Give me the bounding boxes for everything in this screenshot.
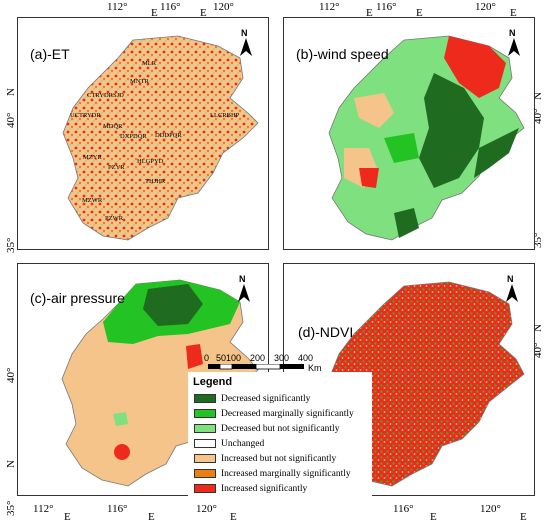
north-arrow-a: N <box>238 28 254 58</box>
panel-c-air-pressure: (c)-air pressure N <box>17 263 269 496</box>
north-arrow-d: N <box>504 274 520 304</box>
lon-e-112-top: E <box>151 7 158 19</box>
lat-n-left-bottom: N <box>5 460 17 468</box>
lon-label-112-top-r: 112° <box>319 1 340 13</box>
lon-e-116-bottom: E <box>148 511 155 523</box>
scale-tick-0: 0 <box>204 353 210 363</box>
lat-label-35-left-c: 35° <box>5 500 17 516</box>
north-arrow-b: N <box>506 28 522 58</box>
lon-label-120-top-r: 120° <box>475 1 496 13</box>
region-label-mzwr: MZWR <box>82 197 103 204</box>
region-label-dxpdqr: DXPDQR <box>120 133 147 140</box>
lon-label-116-top-r: 116° <box>376 1 397 13</box>
lon-e-120-bottom-r: E <box>520 511 527 523</box>
lon-e-112-bottom: E <box>64 511 71 523</box>
lon-label-112-bottom: 112° <box>33 503 54 515</box>
panel-b-title: (b)-wind speed <box>296 46 389 62</box>
region-label-ctrydrsjd: CTRYDRSJD <box>87 92 124 99</box>
lat-label-35-left: 35° <box>5 237 17 253</box>
lon-label-120-bottom: 120° <box>196 503 217 515</box>
scale-bar-graphic <box>208 364 304 370</box>
lon-label-116-bottom: 116° <box>107 503 128 515</box>
legend-swatch <box>194 424 216 433</box>
legend-swatch <box>194 469 216 478</box>
scale-tick-100: 100 <box>226 353 242 363</box>
lat-label-40-left: 40° <box>5 112 17 128</box>
map-d-ndvi <box>328 281 525 487</box>
lon-label-120-bottom-r: 120° <box>480 503 501 515</box>
lon-label-116-bottom-r: 116° <box>393 503 414 515</box>
lat-n-left-top: N <box>5 88 17 96</box>
map-a-et <box>62 35 259 241</box>
region-label-hlgpyd: HLGPYD <box>137 158 164 165</box>
panel-b-wind-speed: (b)-wind speed N <box>283 17 535 250</box>
lon-e-120-bottom: E <box>230 511 237 523</box>
lon-e-120-top-r: E <box>510 7 517 19</box>
legend-swatch <box>194 484 216 493</box>
scale-bar: 0 50 100 200 300 400 Km <box>204 353 334 373</box>
scale-tick-50: 50 <box>216 353 227 363</box>
region-label-pzyr: PZYR <box>108 164 125 171</box>
lon-label-116-top: 116° <box>160 1 181 13</box>
region-label-mlr: MLR <box>142 60 157 67</box>
north-letter: N <box>241 28 248 38</box>
region-label-thjhr: THJHR <box>145 178 166 185</box>
lon-e-116-top-r: E <box>416 7 423 19</box>
region-label-mntr: MNTR <box>130 78 149 85</box>
region-label-pzwr: PZWR <box>105 215 124 222</box>
lon-label-120-top: 120° <box>213 1 234 13</box>
legend-swatch <box>194 394 216 403</box>
north-arrow-c: N <box>236 274 252 304</box>
panel-c-title: (c)-air pressure <box>30 290 125 306</box>
lon-e-112-top-r: E <box>366 7 373 19</box>
panel-a-title: (a)-ET <box>30 46 70 62</box>
lon-e-116-top: E <box>200 7 207 19</box>
map-c-air-pressure <box>61 279 259 487</box>
region-label-mdqr: MDQR <box>103 123 123 130</box>
legend-title: Legend <box>193 376 233 388</box>
legend-swatch <box>194 409 216 418</box>
panel-a-et: (a)-ET N <box>17 17 269 250</box>
legend-swatch <box>194 454 216 463</box>
lon-label-112-top: 112° <box>107 1 128 13</box>
region-label-uctrydr: UCTRYDR <box>70 112 101 119</box>
lat-label-40-left-c: 40° <box>5 367 17 383</box>
panel-d-title: (d)-NDVI <box>298 324 354 340</box>
scale-unit: Km <box>308 363 322 373</box>
scale-tick-200: 200 <box>250 353 266 363</box>
lon-e-116-bottom-r: E <box>430 511 437 523</box>
scale-tick-300: 300 <box>274 353 290 363</box>
legend: Legend Decreased significantly Decreased… <box>188 372 372 500</box>
legend-swatch <box>194 439 216 448</box>
region-label-dddpqr: DDDPQR <box>155 132 182 139</box>
region-label-llcrbhp: LLCRBHP <box>210 112 240 119</box>
region-label-mzyr: MZYR <box>83 154 102 161</box>
scale-tick-400: 400 <box>298 353 314 363</box>
map-b-wind <box>328 35 525 241</box>
